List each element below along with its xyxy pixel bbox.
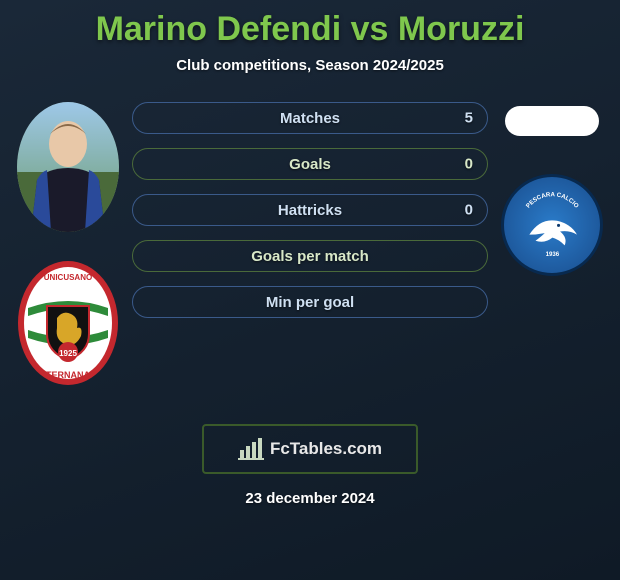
comparison-row: 1925 UNICUSANO TERNANA Matches5Goals0Hat… (0, 102, 620, 386)
stat-bar: Min per goal (132, 286, 488, 318)
pescara-year: 1936 (545, 251, 559, 258)
brand-badge[interactable]: FcTables.com (202, 424, 418, 474)
badge-top-text: UNICUSANO (44, 273, 92, 282)
svg-text:PESCARA CALCIO: PESCARA CALCIO (524, 191, 579, 210)
player-photo-left (17, 102, 119, 232)
club-badge-left: 1925 UNICUSANO TERNANA (17, 260, 119, 386)
badge-year: 1925 (59, 349, 77, 358)
left-column: 1925 UNICUSANO TERNANA (8, 102, 128, 386)
pescara-badge-icon: PESCARA CALCIO 1936 (514, 187, 591, 264)
stat-bar: Goals 0 (132, 148, 488, 180)
chart-icon (238, 438, 264, 460)
stat-bar-value: 0 (465, 156, 473, 173)
stat-bar-label: Matches (280, 110, 340, 127)
club-badge-right: PESCARA CALCIO 1936 (501, 174, 603, 276)
pescara-arc-text: PESCARA CALCIO (524, 191, 579, 210)
stat-bar-label: Goals (289, 156, 331, 173)
right-column: PESCARA CALCIO 1936 (492, 102, 612, 276)
stat-bars: Matches 5 Goals 0 Hattricks 0 Goals per match M… (128, 102, 492, 318)
badge-bottom-text: TERNANA (46, 370, 90, 380)
stat-bar-label: Hattricks (278, 202, 342, 219)
page-title: Marino Defendi vs Moruzzi (0, 0, 620, 49)
stat-bar: Hattricks 0 (132, 194, 488, 226)
footer-date: 23 december 2024 (0, 490, 620, 507)
brand-text: FcTables.com (270, 439, 382, 459)
stat-bar-label: Min per goal (266, 294, 354, 311)
subtitle: Club competitions, Season 2024/2025 (0, 57, 620, 74)
stat-bar: Goals per match (132, 240, 488, 272)
player-portrait-icon (17, 102, 119, 232)
stat-bar-value: 5 (465, 110, 473, 127)
stat-bar: Matches 5 (132, 102, 488, 134)
ternana-badge-icon: 1925 UNICUSANO TERNANA (17, 260, 119, 386)
stat-bar-label: Goals per match (251, 248, 369, 265)
stat-bar-value: 0 (465, 202, 473, 219)
player-placeholder-right (505, 106, 599, 136)
